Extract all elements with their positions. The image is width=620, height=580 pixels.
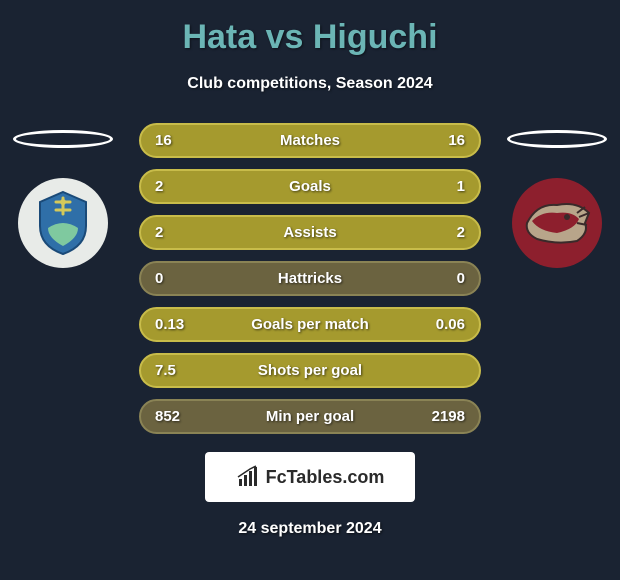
stat-value-right: 2	[425, 224, 465, 241]
stat-row: 0.13 Goals per match 0.06	[139, 307, 481, 342]
page-title: Hata vs Higuchi	[0, 18, 620, 57]
page-subtitle: Club competitions, Season 2024	[0, 75, 620, 93]
stat-row: 0 Hattricks 0	[139, 261, 481, 296]
stat-row: 2 Goals 1	[139, 169, 481, 204]
stat-value-right: 2198	[425, 408, 465, 425]
stat-row: 2 Assists 2	[139, 215, 481, 250]
stat-value-left: 0	[155, 270, 195, 287]
stat-label: Shots per goal	[258, 362, 362, 379]
stat-value-left: 7.5	[155, 362, 195, 379]
comparison-card: Hata vs Higuchi Club competitions, Seaso…	[0, 0, 620, 580]
brand-footer[interactable]: FcTables.com	[205, 452, 415, 502]
stat-row: 7.5 Shots per goal	[139, 353, 481, 388]
stat-value-right: 16	[425, 132, 465, 149]
brand-text: FcTables.com	[266, 467, 385, 488]
stat-value-right: 0	[425, 270, 465, 287]
stat-row: 852 Min per goal 2198	[139, 399, 481, 434]
footer-date: 24 september 2024	[0, 520, 620, 538]
stat-row: 16 Matches 16	[139, 123, 481, 158]
stat-label: Matches	[280, 132, 340, 149]
chart-icon	[236, 465, 260, 489]
stat-label: Min per goal	[266, 408, 354, 425]
stat-value-left: 16	[155, 132, 195, 149]
stat-label: Hattricks	[278, 270, 342, 287]
stat-label: Goals	[289, 178, 331, 195]
stat-value-left: 2	[155, 224, 195, 241]
stat-value-right: 0.06	[425, 316, 465, 333]
stat-label: Goals per match	[251, 316, 369, 333]
stat-value-left: 852	[155, 408, 195, 425]
stat-label: Assists	[283, 224, 336, 241]
stat-value-left: 0.13	[155, 316, 195, 333]
stat-value-right: 1	[425, 178, 465, 195]
stat-rows-container: 16 Matches 16 2 Goals 1 2 Assists 2 0 Hattricks 0 0.…	[0, 123, 620, 434]
stat-value-left: 2	[155, 178, 195, 195]
